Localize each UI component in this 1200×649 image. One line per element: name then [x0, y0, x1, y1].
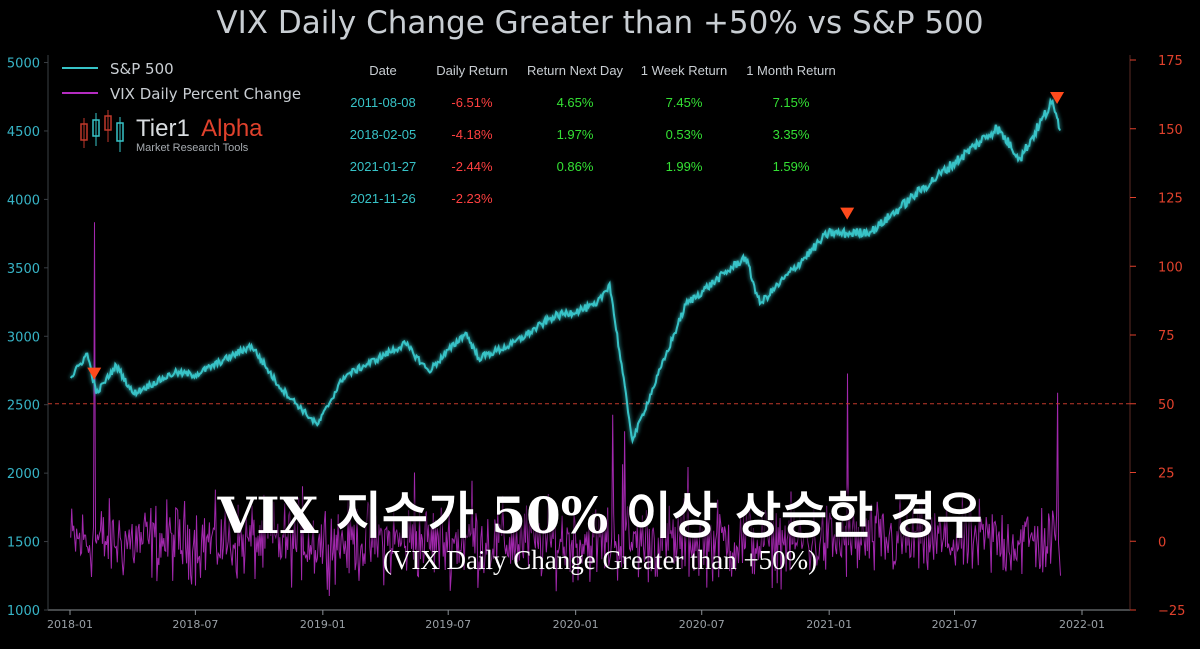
stats-table: Date Daily Return Return Next Day 1 Week Re… [350, 63, 836, 206]
brand-name-b: Alpha [201, 115, 263, 142]
event-marker [87, 367, 102, 380]
right-tick-label: 100 [1158, 260, 1183, 275]
table-cell: 0.86% [557, 159, 594, 174]
x-tick-label: 2020-01 [553, 618, 599, 631]
table-cell: 2021-01-27 [350, 159, 417, 174]
right-tick-label: 0 [1158, 535, 1166, 550]
right-tick-label: 75 [1158, 329, 1175, 344]
table-cell: -2.44% [451, 159, 493, 174]
x-axis-ticks: 2018-01 2018-07 2019-01 2019-07 2020-01 2020-… [47, 610, 1105, 631]
table-cell: 7.15% [773, 95, 810, 110]
table-cell: 2011-08-08 [350, 95, 416, 110]
x-tick-label: 2021-01 [806, 618, 852, 631]
event-marker [1050, 91, 1065, 104]
x-tick-label: 2019-07 [425, 618, 471, 631]
chart-title: VIX Daily Change Greater than +50% vs S&… [216, 5, 983, 41]
legend: S&P 500 VIX Daily Percent Change [62, 60, 301, 103]
table-header: 1 Month Return [746, 63, 836, 78]
vix-series [70, 222, 1061, 597]
table-header: Daily Return [436, 63, 508, 78]
table-cell: 4.65% [557, 95, 594, 110]
right-tick-label: 25 [1158, 467, 1175, 482]
left-axis-ticks: 1000 1500 2000 2500 3000 3500 4000 4500 5000 [7, 57, 48, 619]
table-cell: 0.53% [666, 127, 703, 142]
left-tick-label: 3000 [7, 330, 40, 345]
x-tick-label: 2021-07 [932, 618, 978, 631]
right-tick-label: 150 [1158, 123, 1183, 138]
table-header: Return Next Day [527, 63, 624, 78]
right-tick-label: 125 [1158, 192, 1183, 207]
x-tick-label: 2018-01 [47, 618, 93, 631]
table-header: 1 Week Return [641, 63, 727, 78]
table-header: Date [369, 63, 396, 78]
left-tick-label: 5000 [7, 57, 40, 72]
table-cell: 1.59% [773, 159, 810, 174]
x-tick-label: 2018-07 [172, 618, 218, 631]
left-tick-label: 4500 [7, 125, 40, 140]
left-tick-label: 3500 [7, 262, 40, 277]
x-tick-label: 2020-07 [679, 618, 725, 631]
candlestick-icon [80, 110, 124, 152]
overlay-title: VIX 지수가 50% 이상 상승한 경우 [217, 486, 983, 545]
event-markers [87, 91, 1065, 380]
left-tick-label: 1000 [7, 604, 40, 619]
table-cell: 1.99% [666, 159, 703, 174]
left-tick-label: 1500 [7, 536, 40, 551]
brand-tagline: Market Research Tools [136, 142, 249, 154]
table-cell: -6.51% [451, 95, 493, 110]
spx-series [69, 97, 1061, 445]
table-cell: 3.35% [773, 127, 810, 142]
x-tick-label: 2022-01 [1059, 618, 1105, 631]
right-tick-label: −25 [1158, 604, 1185, 619]
spx-line [69, 97, 1061, 445]
table-cell: -4.18% [451, 127, 493, 142]
right-tick-label: 50 [1158, 398, 1175, 413]
legend-spx-label: S&P 500 [110, 60, 174, 78]
right-axis-ticks: −25 0 25 50 75 100 125 150 175 [1130, 54, 1185, 619]
x-tick-label: 2019-01 [300, 618, 346, 631]
table-cell: -2.23% [451, 191, 493, 206]
table-cell: 1.97% [557, 127, 594, 142]
table-cell: 7.45% [666, 95, 703, 110]
overlay-subtitle: (VIX Daily Change Greater than +50%) [382, 545, 818, 575]
brand-name-a: Tier1 [136, 115, 190, 142]
right-tick-label: 175 [1158, 54, 1183, 69]
table-cell: 2018-02-05 [350, 127, 417, 142]
brand-logo: Tier1 Alpha Market Research Tools [80, 110, 263, 154]
left-tick-label: 2500 [7, 399, 40, 414]
left-tick-label: 4000 [7, 193, 40, 208]
table-cell: 2021-11-26 [350, 191, 416, 206]
legend-vix-label: VIX Daily Percent Change [110, 85, 301, 103]
vix-line [70, 222, 1061, 597]
event-marker [840, 207, 855, 220]
left-tick-label: 2000 [7, 467, 40, 482]
brand-name: Tier1 Alpha [136, 115, 263, 142]
